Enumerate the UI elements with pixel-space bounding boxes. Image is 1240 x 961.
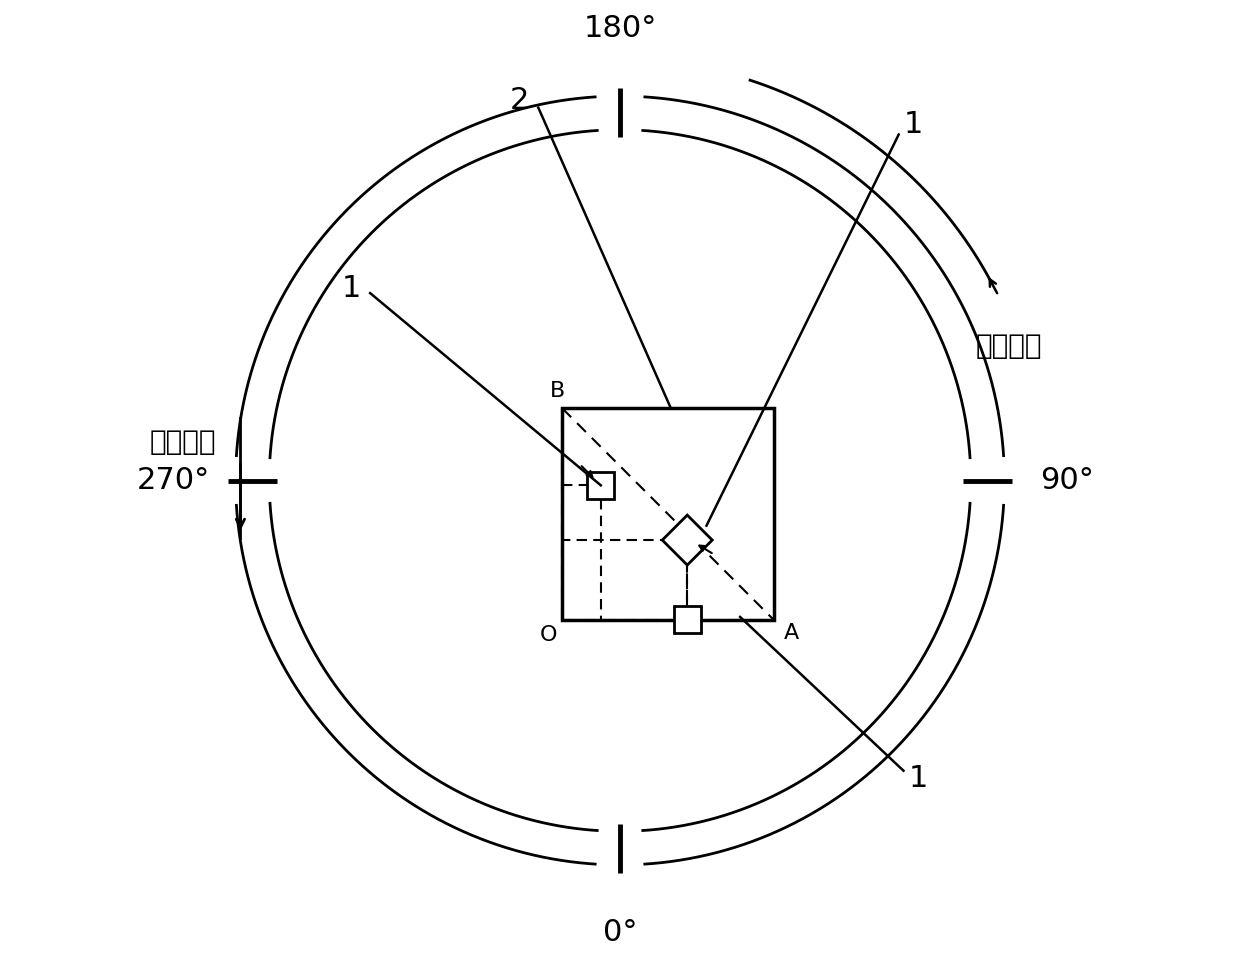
- Text: O: O: [541, 626, 558, 645]
- Text: 180°: 180°: [583, 14, 657, 43]
- Text: 1: 1: [904, 111, 923, 139]
- Polygon shape: [662, 515, 712, 565]
- Bar: [673, 606, 701, 633]
- Text: B: B: [549, 382, 565, 401]
- Text: 270°: 270°: [136, 466, 210, 495]
- Text: 0°: 0°: [603, 918, 637, 947]
- Text: 2: 2: [510, 86, 528, 115]
- Bar: [588, 472, 614, 499]
- Text: 转动方向: 转动方向: [976, 332, 1043, 360]
- Text: 重力方向: 重力方向: [150, 428, 216, 456]
- Text: 1: 1: [341, 274, 361, 303]
- Bar: [562, 408, 774, 620]
- Text: A: A: [784, 624, 799, 643]
- Text: 90°: 90°: [1040, 466, 1094, 495]
- Text: 1: 1: [908, 764, 928, 793]
